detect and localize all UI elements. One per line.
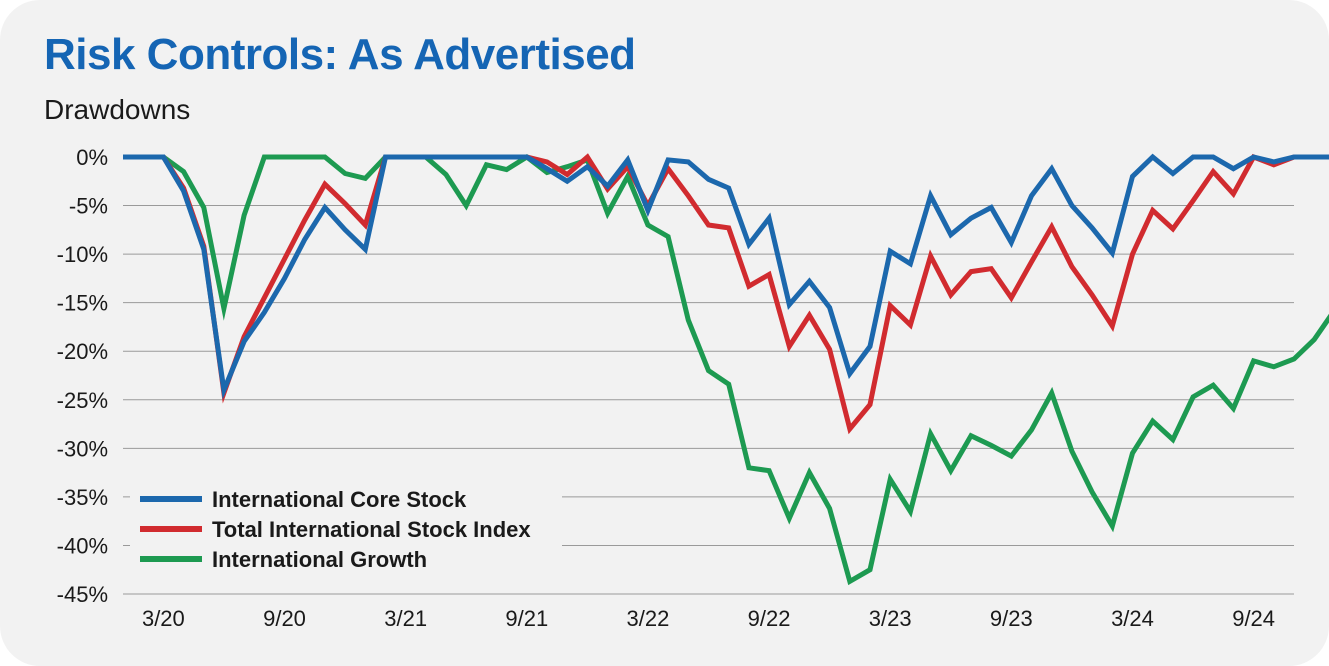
legend-label: International Core Stock: [212, 487, 467, 512]
x-tick-label: 9/23: [990, 606, 1033, 631]
y-tick-label: -5%: [69, 194, 108, 219]
x-tick-label: 9/20: [263, 606, 306, 631]
x-tick-label: 3/21: [384, 606, 427, 631]
y-tick-label: -40%: [57, 533, 108, 558]
legend: International Core Stock Total Internatio…: [140, 487, 531, 572]
series-line-0: [123, 153, 1329, 400]
chart-subtitle: Drawdowns: [44, 94, 191, 125]
x-tick-label: 9/24: [1232, 606, 1275, 631]
y-tick-label: -20%: [57, 339, 108, 364]
y-tick-label: 0%: [76, 145, 108, 170]
y-tick-label: -35%: [57, 485, 108, 510]
chart-title: Risk Controls: As Advertised: [44, 30, 636, 79]
x-tick-label: 3/22: [627, 606, 670, 631]
series-layer: [123, 153, 1329, 586]
y-tick-label: -45%: [57, 582, 108, 607]
y-tick-label: -10%: [57, 242, 108, 267]
series-line-2: [123, 153, 1329, 586]
x-tick-label: 3/20: [142, 606, 185, 631]
legend-label: International Growth: [212, 547, 427, 572]
y-tick-label: -30%: [57, 436, 108, 461]
x-tick-label: 3/24: [1111, 606, 1154, 631]
x-tick-label: 9/22: [748, 606, 791, 631]
y-axis-ticks: 0% -5% -10% -15% -20% -25% -30% -35% -40% -45%: [57, 145, 108, 607]
x-axis-ticks: 3/20 9/20 3/21 9/21 3/22 9/22 3/23 9/23 3/24 9/24: [142, 606, 1275, 631]
x-tick-label: 3/23: [869, 606, 912, 631]
x-tick-label: 9/21: [505, 606, 548, 631]
legend-label: Total International Stock Index: [212, 517, 531, 542]
y-tick-label: -25%: [57, 388, 108, 413]
y-tick-label: -15%: [57, 291, 108, 316]
series-line-1: [123, 153, 1329, 435]
